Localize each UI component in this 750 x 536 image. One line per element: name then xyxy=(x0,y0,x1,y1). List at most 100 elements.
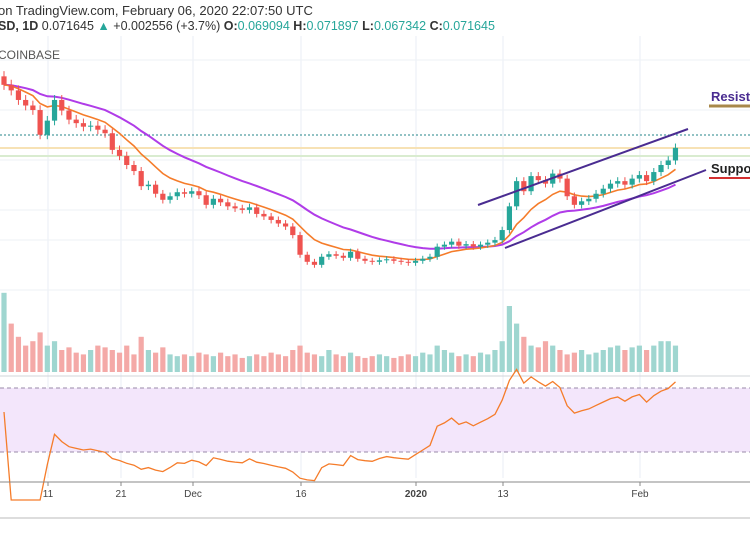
volume-bar xyxy=(95,345,101,372)
volume-bar xyxy=(672,345,679,372)
close-value: 0.071645 xyxy=(442,19,495,33)
volume-bar xyxy=(420,352,426,372)
candle-body xyxy=(499,230,505,241)
candle-body xyxy=(51,99,58,121)
candle-body xyxy=(160,193,166,200)
volume-bar xyxy=(405,354,411,372)
volume-bar xyxy=(59,350,65,372)
candle-body xyxy=(658,165,664,173)
volume-bar xyxy=(15,336,22,372)
candle-body xyxy=(8,84,14,91)
resistance-trendline xyxy=(477,128,689,206)
candle-body xyxy=(514,181,520,207)
candle-body xyxy=(138,171,144,187)
candle-body xyxy=(311,261,318,265)
volume-bar xyxy=(304,352,310,372)
candle-body xyxy=(225,202,231,207)
volume-bar xyxy=(196,352,202,372)
candle-body xyxy=(1,76,7,85)
candle-body xyxy=(88,125,94,127)
volume-bar xyxy=(564,354,570,372)
candle-body xyxy=(441,244,448,247)
candle-body xyxy=(174,192,180,197)
volume-bar xyxy=(391,357,397,372)
volume-bar xyxy=(109,350,115,372)
volume-bar xyxy=(506,306,512,372)
candle-body xyxy=(44,120,50,135)
volume-bar xyxy=(369,356,375,372)
volume-bar xyxy=(131,354,137,372)
candle-body xyxy=(189,191,195,194)
volume-bar xyxy=(542,341,549,372)
candle-body xyxy=(427,256,433,259)
candle-body xyxy=(643,175,650,182)
volume-bar xyxy=(477,352,484,372)
candle-body xyxy=(622,181,628,185)
candle-body xyxy=(254,207,260,214)
volume-bar xyxy=(167,354,173,372)
candle-body xyxy=(196,191,202,196)
candle-body xyxy=(80,123,87,127)
candle-body xyxy=(615,181,621,184)
candle-body xyxy=(347,251,354,258)
volume-bar xyxy=(658,341,664,372)
candle-body xyxy=(131,165,137,172)
candle-body xyxy=(376,260,383,262)
candle-body xyxy=(636,175,642,179)
rsi-band xyxy=(0,388,750,452)
volume-bar xyxy=(116,352,123,372)
support-trendline xyxy=(504,169,707,249)
candle-body xyxy=(607,183,614,189)
volume-bar xyxy=(290,350,296,372)
candle-body xyxy=(109,133,115,150)
volume-bar xyxy=(80,354,87,372)
volume-bar xyxy=(232,354,238,372)
volume-bar xyxy=(225,356,231,372)
candle-body xyxy=(232,206,238,209)
candle-body xyxy=(66,110,72,120)
candle-body xyxy=(326,254,332,257)
volume-bar xyxy=(44,345,50,372)
volume-bar xyxy=(665,341,671,372)
volume-bar xyxy=(528,345,534,372)
volume-bar xyxy=(622,350,628,372)
time-tick-label: Dec xyxy=(184,489,202,500)
candle-body xyxy=(528,176,534,192)
volume-bar xyxy=(319,356,325,372)
volume-bar xyxy=(254,354,260,372)
candle-body xyxy=(124,155,130,165)
support-label: Suppor xyxy=(711,161,750,176)
volume-bar xyxy=(607,347,614,372)
candle-body xyxy=(290,226,296,236)
volume-bar xyxy=(246,356,253,372)
low-label: L: xyxy=(362,19,374,33)
open-label: O: xyxy=(223,19,238,33)
volume-bar xyxy=(333,354,339,372)
volume-bar xyxy=(485,354,491,372)
candle-body xyxy=(485,242,491,245)
volume-bar xyxy=(181,354,188,372)
candle-body xyxy=(145,184,151,187)
candle-body xyxy=(153,184,159,194)
candle-body xyxy=(405,261,411,263)
volume-bar xyxy=(340,356,346,372)
candle-body xyxy=(391,259,397,261)
volume-bar xyxy=(456,356,462,372)
volume-bar xyxy=(441,350,448,372)
volume-bar xyxy=(499,341,505,372)
volume-bar xyxy=(160,347,166,372)
candle-body xyxy=(23,99,29,106)
candle-body xyxy=(73,119,79,124)
candle-body xyxy=(355,251,361,259)
volume-bar xyxy=(600,350,606,372)
candle-body xyxy=(384,259,390,261)
candle-body xyxy=(477,244,484,247)
volume-bar xyxy=(218,352,224,372)
candle-body xyxy=(362,258,368,261)
candle-body xyxy=(181,192,188,194)
volume-bar xyxy=(521,336,527,372)
candle-body xyxy=(369,260,375,262)
candle-body xyxy=(456,241,462,246)
time-tick-label: 13 xyxy=(497,489,509,500)
